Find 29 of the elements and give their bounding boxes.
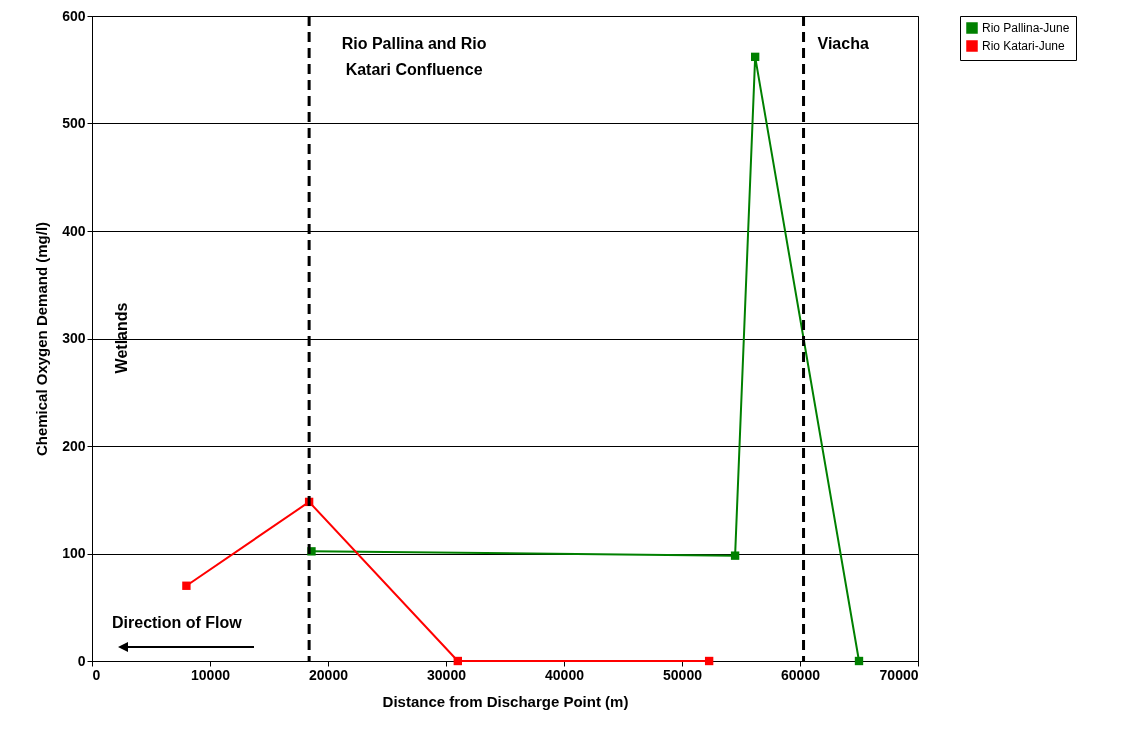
x-tick-label: 0	[92, 666, 101, 683]
point	[750, 52, 760, 62]
x-tick-label: 50000	[663, 666, 703, 683]
point	[453, 656, 462, 666]
point	[730, 551, 740, 560]
y-tick-label: 0	[77, 652, 86, 669]
legend-label: Rio Pallina-June	[982, 21, 1070, 35]
x-tick-label: 20000	[309, 666, 349, 683]
y-axis-title: Chemical Oxygen Demand (mg/l)	[33, 221, 51, 457]
x-tick-label: 10000	[191, 666, 231, 683]
point	[704, 656, 714, 666]
legend-label: Rio Katari-June	[982, 39, 1066, 53]
ref-line-label: Viacha	[817, 35, 869, 52]
y-tick-label: 300	[62, 330, 86, 346]
x-tick-label: 60000	[781, 666, 821, 683]
point	[854, 656, 864, 666]
annotation: Direction of Flow	[112, 614, 243, 631]
point	[182, 581, 191, 590]
y-tick-label: 500	[62, 115, 86, 131]
x-tick-label: 30000	[427, 666, 467, 683]
y-tick-label: 100	[62, 545, 86, 561]
annotation: Wetlands	[113, 302, 130, 374]
y-tick-label: 400	[62, 222, 86, 239]
x-tick-label: 70000	[879, 666, 919, 683]
x-axis-title: Distance from Discharge Point (m)	[382, 692, 629, 710]
ref-line-label: Rio Pallina and Rio Katari Confluence	[341, 35, 487, 78]
y-tick-label: 200	[62, 437, 86, 454]
x-tick-label: 40000	[545, 666, 585, 683]
y-tick-label: 600	[62, 7, 86, 24]
